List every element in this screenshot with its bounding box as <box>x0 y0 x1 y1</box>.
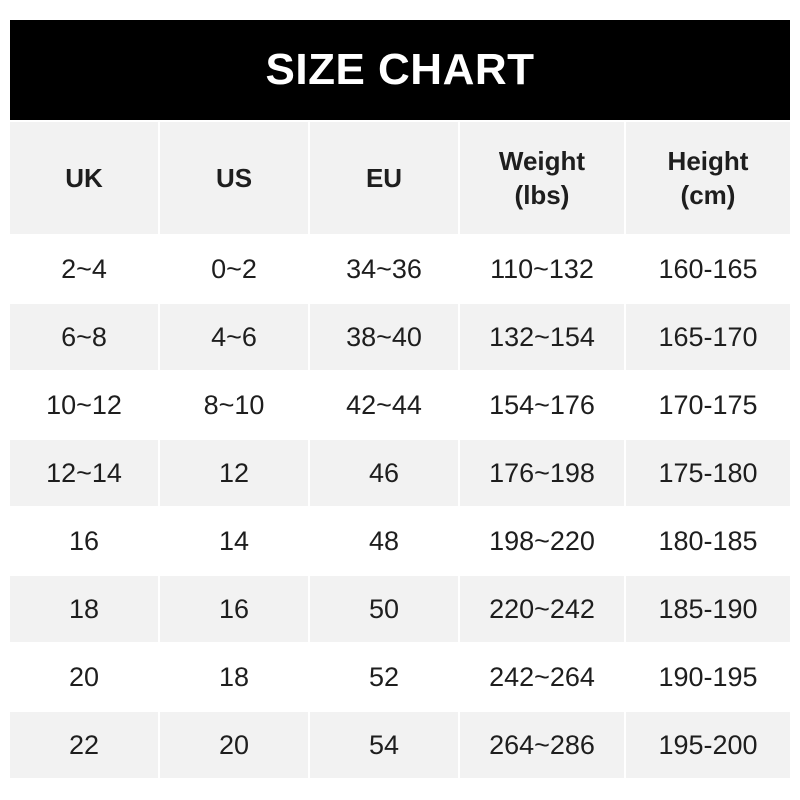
cell-uk: 6~8 <box>10 304 158 370</box>
size-chart-title: SIZE CHART <box>10 20 790 120</box>
cell-height: 165-170 <box>626 304 790 370</box>
header-us: US <box>160 122 308 234</box>
cell-eu: 50 <box>310 576 458 642</box>
header-eu: EU <box>310 122 458 234</box>
cell-weight: 198~220 <box>489 525 595 556</box>
cell-eu: 42~44 <box>346 389 422 420</box>
header-height: Height (cm) <box>626 122 790 234</box>
cell-us: 12 <box>160 440 308 506</box>
cell-weight: 154~176 <box>489 389 595 420</box>
cell-weight: 220~242 <box>460 576 624 642</box>
cell-uk: 22 <box>10 712 158 778</box>
cell-eu: 52 <box>368 661 400 692</box>
header-weight: Weight (lbs) <box>460 122 624 234</box>
cell-eu: 48 <box>368 525 400 556</box>
cell-weight: 242~264 <box>489 661 595 692</box>
header-uk: UK <box>10 122 158 234</box>
cell-height: 185-190 <box>626 576 790 642</box>
cell-uk: 2~4 <box>61 253 107 284</box>
cell-us: 16 <box>160 576 308 642</box>
cell-weight: 264~286 <box>460 712 624 778</box>
cell-eu: 46 <box>310 440 458 506</box>
cell-us: 18 <box>218 661 250 692</box>
cell-height: 175-180 <box>626 440 790 506</box>
cell-us: 4~6 <box>160 304 308 370</box>
cell-us: 0~2 <box>211 253 257 284</box>
cell-height: 170-175 <box>658 389 758 420</box>
cell-uk: 20 <box>68 661 100 692</box>
cell-us: 14 <box>218 525 250 556</box>
cell-height: 195-200 <box>626 712 790 778</box>
cell-weight: 132~154 <box>460 304 624 370</box>
cell-uk: 16 <box>68 525 100 556</box>
cell-height: 190-195 <box>658 661 758 692</box>
cell-weight: 110~132 <box>490 253 594 284</box>
size-table: UK US EU Weight (lbs) Height (cm) 2~4 0~2 34~36… <box>10 122 790 778</box>
cell-height: 180-185 <box>658 525 758 556</box>
cell-us: 20 <box>160 712 308 778</box>
cell-uk: 12~14 <box>10 440 158 506</box>
cell-eu: 34~36 <box>346 253 422 284</box>
cell-uk: 18 <box>10 576 158 642</box>
cell-height: 160-165 <box>658 253 758 284</box>
cell-weight: 176~198 <box>460 440 624 506</box>
cell-eu: 38~40 <box>310 304 458 370</box>
cell-us: 8~10 <box>203 389 265 420</box>
cell-eu: 54 <box>310 712 458 778</box>
cell-uk: 10~12 <box>46 389 122 420</box>
